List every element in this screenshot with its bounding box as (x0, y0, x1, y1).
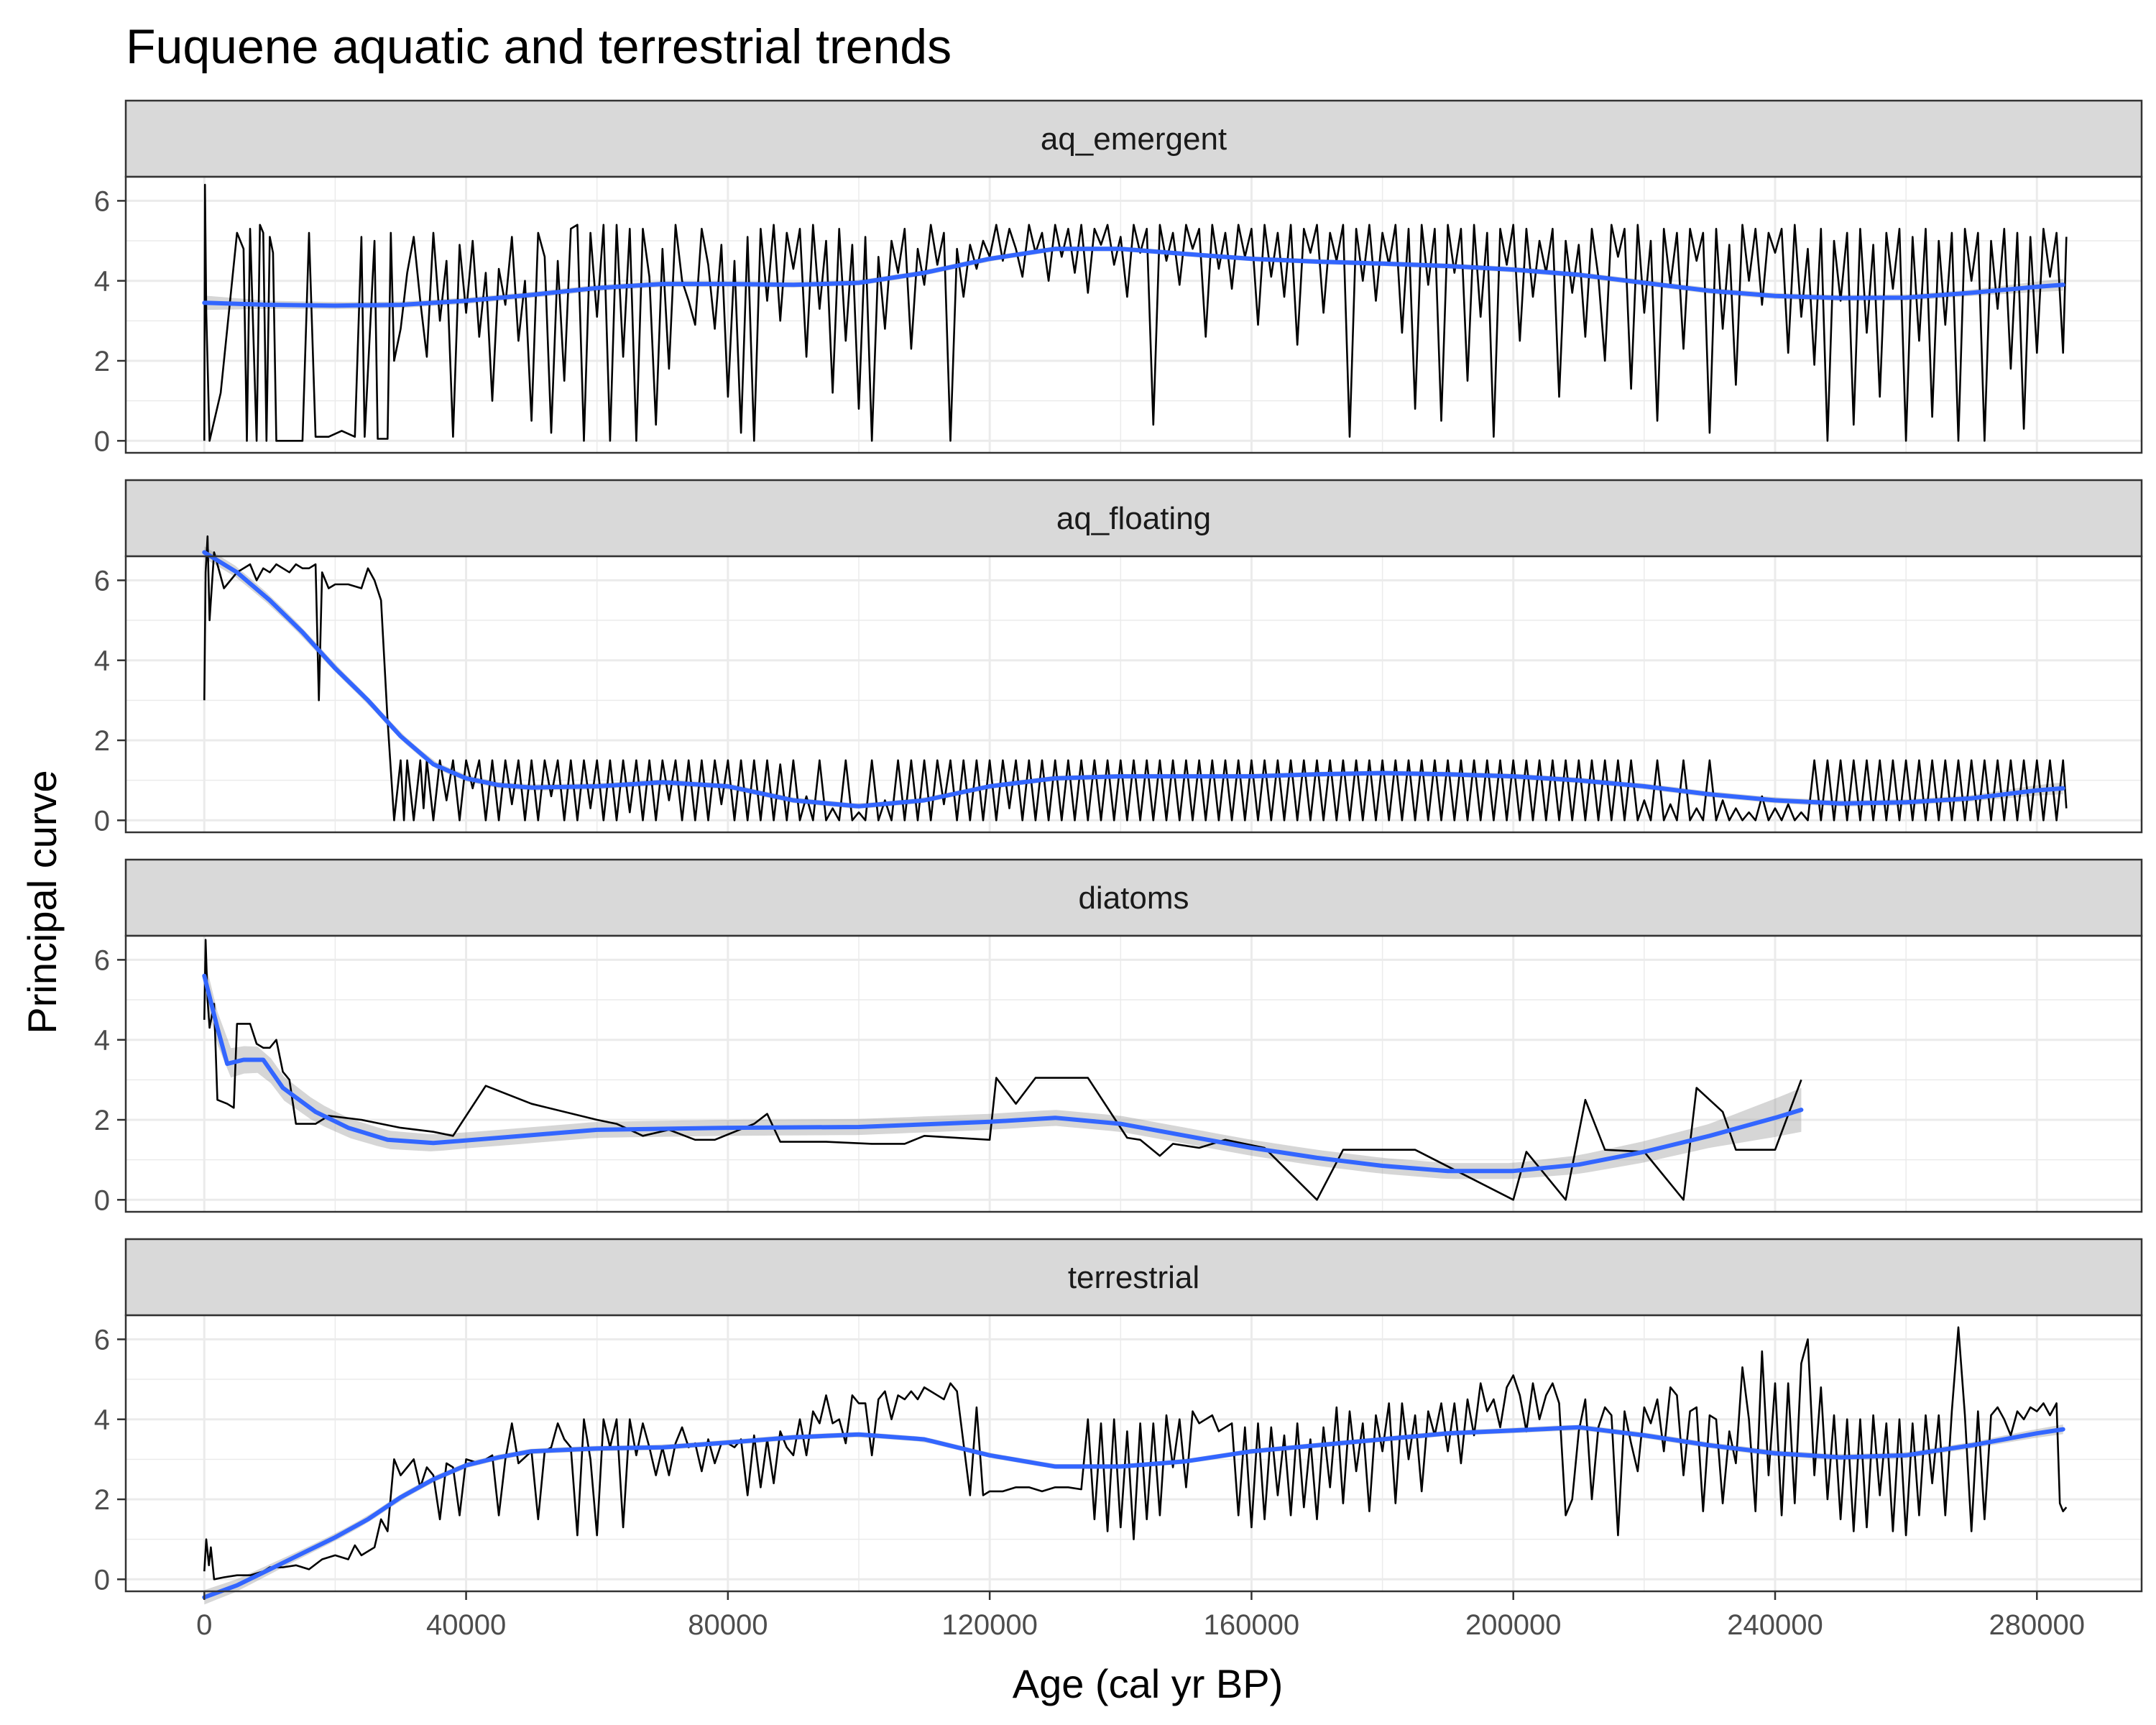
smooth-trend-line (202, 550, 2065, 809)
facet-strip (124, 99, 2143, 178)
y-tick-label: 0 (94, 426, 110, 457)
panel-background (126, 556, 2142, 832)
facet-strip-label: terrestrial (1068, 1260, 1199, 1295)
y-tick-label: 0 (94, 805, 110, 837)
x-axis: 0 40000 80000 120000 160000 200000 240000 28000… (196, 1591, 2085, 1641)
y-tick-label: 6 (94, 565, 110, 597)
x-axis-title: Age (cal yr BP) (1013, 1661, 1284, 1706)
y-tick-label: 4 (94, 1025, 110, 1057)
panel-border (124, 1314, 2143, 1593)
panel-border (124, 934, 2143, 1213)
smooth-trend-line (202, 973, 1804, 1174)
y-tick-label: 6 (94, 944, 110, 976)
facet-strip-label: aq_floating (1056, 501, 1211, 536)
facet-strip-label: aq_emergent (1041, 121, 1227, 157)
facet-strip (124, 1238, 2143, 1317)
facet-strip-label: diatoms (1078, 880, 1189, 916)
panel-background (126, 177, 2142, 453)
y-tick-label: 4 (94, 1404, 110, 1436)
observed-series-line (203, 535, 2068, 822)
y-tick-label: 6 (94, 185, 110, 217)
x-tick-label: 120000 (941, 1609, 1037, 1641)
panel-background (126, 1315, 2142, 1591)
x-tick-label: 280000 (1989, 1609, 2085, 1641)
y-tick-label: 2 (94, 725, 110, 757)
y-tick-label: 4 (94, 645, 110, 677)
y-axis-title: Principal curve (19, 770, 65, 1034)
x-tick-label: 160000 (1204, 1609, 1299, 1641)
panel-background (126, 936, 2142, 1212)
y-tick-label: 0 (94, 1564, 110, 1596)
smooth-trend-line (202, 247, 2065, 308)
y-tick-label: 6 (94, 1324, 110, 1356)
y-tick-label: 0 (94, 1184, 110, 1216)
facet-panel-aq-floating: aq_floating 0 2 4 6 (94, 479, 2143, 837)
facet-strip (124, 858, 2143, 937)
y-tick-label: 4 (94, 266, 110, 298)
x-tick-label: 80000 (688, 1609, 768, 1641)
y-tick-label: 2 (94, 1484, 110, 1516)
x-tick-label: 0 (196, 1609, 212, 1641)
x-tick-label: 200000 (1465, 1609, 1561, 1641)
observed-series-line (203, 1326, 2068, 1581)
x-tick-label: 240000 (1727, 1609, 1823, 1641)
y-tick-label: 2 (94, 346, 110, 377)
chart-title: Fuquene aquatic and terrestrial trends (126, 19, 952, 74)
y-tick-label: 2 (94, 1105, 110, 1136)
smooth-trend-line (202, 1425, 2065, 1600)
facet-panel-terrestrial: terrestrial 0 2 4 6 (94, 1238, 2143, 1605)
panel-border (124, 175, 2143, 454)
observed-series-line (203, 183, 2068, 442)
facet-panel-diatoms: diatoms 0 2 4 6 (94, 858, 2143, 1216)
facet-strip (124, 479, 2143, 558)
observed-series-line (203, 939, 1802, 1201)
panel-border (124, 555, 2143, 834)
confidence-band (204, 957, 1802, 1179)
x-tick-label: 40000 (426, 1609, 506, 1641)
facet-panel-aq-emergent: aq_emergent 0 2 4 6 (94, 99, 2143, 457)
